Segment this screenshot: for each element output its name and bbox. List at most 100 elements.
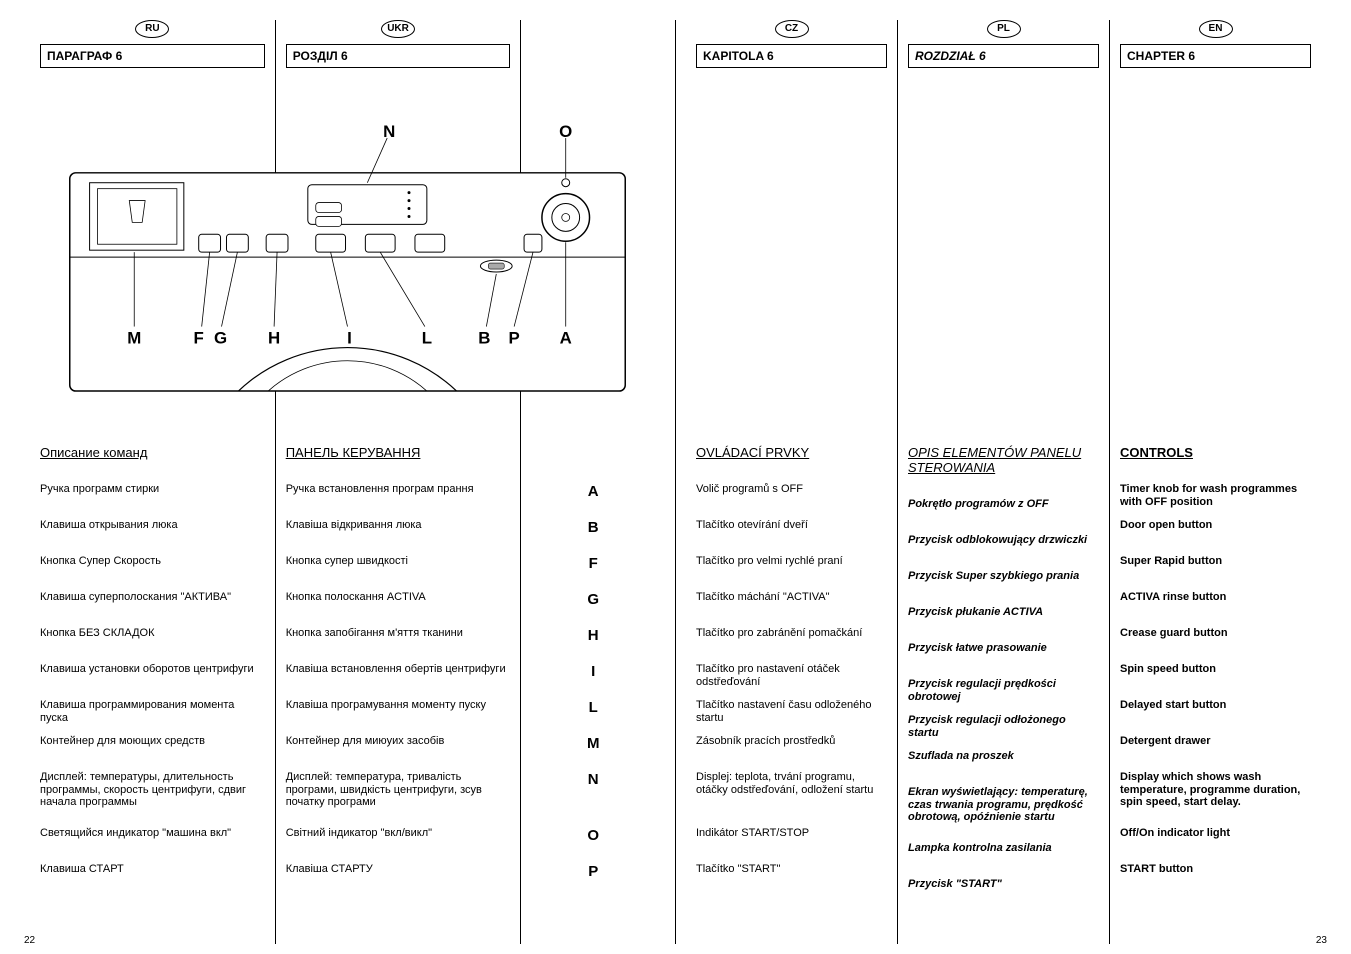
row-ru-L: Клавиша программирования момента пуска (40, 699, 265, 733)
diag-label-B: B (478, 328, 490, 347)
row-ukr-P: Клавіша СТАРТУ (286, 863, 511, 897)
letter-H: H (531, 627, 655, 661)
lang-badge-ru: RU (135, 20, 169, 38)
section-title-ru: Описание команд (40, 446, 265, 461)
row-ru-H: Кнопка БЕЗ СКЛАДОК (40, 627, 265, 661)
section-title-cz: OVLÁDACÍ PRVKY (696, 446, 887, 461)
lang-badge-ukr: UKR (381, 20, 415, 38)
chapter-ru: ПАРАГРАФ 6 (40, 44, 265, 68)
row-pl-H: Przycisk łatwe prasowanie (908, 642, 1099, 676)
row-ru-I: Клавиша установки оборотов центрифуги (40, 663, 265, 697)
row-ukr-A: Ручка встановлення програм прання (286, 483, 511, 517)
column-cz: CZ KAPITOLA 6 OVLÁDACÍ PRVKY Volič progr… (686, 20, 897, 944)
row-pl-I: Przycisk regulacji prędkości obrotowej (908, 678, 1099, 712)
row-pl-A: Pokrętło programów z OFF (908, 498, 1099, 532)
row-ukr-N: Дисплей: температура, тривалість програм… (286, 771, 511, 825)
row-pl-G: Przycisk płukanie ACTIVA (908, 606, 1099, 640)
diag-label-M: M (127, 328, 141, 347)
section-title-pl: OPIS ELEMENTÓW PANELU STEROWANIA (908, 446, 1099, 476)
row-cz-I: Tlačítko pro nastavení otáček odstřeďová… (696, 663, 887, 697)
row-ru-N: Дисплей: температуры, длительность прогр… (40, 771, 265, 825)
row-ukr-H: Кнопка запобігання м'яття тканини (286, 627, 511, 661)
row-en-N: Display which shows wash temperature, pr… (1120, 771, 1311, 825)
row-ru-M: Контейнер для моющих средств (40, 735, 265, 769)
section-title-en: CONTROLS (1120, 446, 1311, 461)
row-pl-B: Przycisk odblokowujący drzwiczki (908, 534, 1099, 568)
row-ru-B: Клавиша открывания люка (40, 519, 265, 553)
row-ukr-O: Світний індикатор "вкл/викл" (286, 827, 511, 861)
row-cz-F: Tlačítko pro velmi rychlé praní (696, 555, 887, 589)
row-ukr-F: Кнопка супер швидкості (286, 555, 511, 589)
row-cz-A: Volič programů s OFF (696, 483, 887, 517)
page-left: RU ПАРАГРАФ 6 Описание команд Ручка прог… (20, 20, 676, 944)
letter-O: O (531, 827, 655, 861)
diag-label-I: I (347, 328, 352, 347)
row-ukr-G: Кнопка полоскання ACTIVA (286, 591, 511, 625)
row-cz-G: Tlačítko máchání "ACTIVA" (696, 591, 887, 625)
row-ukr-L: Клавіша програмування моменту пуску (286, 699, 511, 733)
row-cz-N: Displej: teplota, trvání programu, otáčk… (696, 771, 887, 825)
row-ru-F: Кнопка Супер Скорость (40, 555, 265, 589)
chapter-pl: ROZDZIAŁ 6 (908, 44, 1099, 68)
letter-F: F (531, 555, 655, 589)
letter-G: G (531, 591, 655, 625)
row-en-G: ACTIVA rinse button (1120, 591, 1311, 625)
diag-label-L: L (422, 328, 432, 347)
row-pl-P: Przycisk "START" (908, 878, 1099, 912)
diag-label-G: G (214, 328, 227, 347)
row-ukr-B: Клавіша відкривання люка (286, 519, 511, 553)
row-cz-L: Tlačítko nastavení času odloženého start… (696, 699, 887, 733)
page-number-left: 22 (24, 935, 35, 946)
chapter-ukr: РОЗДІЛ 6 (286, 44, 511, 68)
row-en-L: Delayed start button (1120, 699, 1311, 733)
row-en-F: Super Rapid button (1120, 555, 1311, 589)
row-ru-O: Светящийся индикатор "машина вкл" (40, 827, 265, 861)
row-en-B: Door open button (1120, 519, 1311, 553)
row-cz-P: Tlačítko "START" (696, 863, 887, 897)
row-cz-O: Indikátor START/STOP (696, 827, 887, 861)
column-en: EN CHAPTER 6 CONTROLS Timer knob for was… (1109, 20, 1321, 944)
washer-panel-svg: M F G H I L B P A N O (40, 122, 655, 422)
lang-badge-pl: PL (987, 20, 1021, 38)
row-cz-H: Tlačítko pro zabránění pomačkání (696, 627, 887, 661)
diag-label-O: O (559, 122, 572, 141)
letter-A: A (531, 483, 655, 517)
page-number-right: 23 (1316, 935, 1327, 946)
chapter-cz: KAPITOLA 6 (696, 44, 887, 68)
column-pl: PL ROZDZIAŁ 6 OPIS ELEMENTÓW PANELU STER… (897, 20, 1109, 944)
row-cz-B: Tlačítko otevírání dveří (696, 519, 887, 553)
control-panel-diagram: M F G H I L B P A N O (40, 122, 655, 422)
letter-B: B (531, 519, 655, 553)
row-pl-N: Ekran wyświetlający: temperaturę, czas t… (908, 786, 1099, 840)
letter-P: P (531, 863, 655, 897)
row-ru-P: Клавиша СТАРТ (40, 863, 265, 897)
diag-label-N: N (383, 122, 395, 141)
letter-N: N (531, 771, 655, 825)
diag-label-H: H (268, 328, 280, 347)
row-ru-G: Клавиша суперполоскания "АКТИВА" (40, 591, 265, 625)
lang-badge-cz: CZ (775, 20, 809, 38)
row-pl-L: Przycisk regulacji odłożonego startu (908, 714, 1099, 748)
letter-I: I (531, 663, 655, 697)
page-right: CZ KAPITOLA 6 OVLÁDACÍ PRVKY Volič progr… (676, 20, 1331, 944)
diag-label-F: F (194, 328, 204, 347)
row-en-P: START button (1120, 863, 1311, 897)
section-title-ukr: ПАНЕЛЬ КЕРУВАННЯ (286, 446, 511, 461)
lang-badge-en: EN (1199, 20, 1233, 38)
row-cz-M: Zásobník pracích prostředků (696, 735, 887, 769)
row-ukr-M: Контейнер для миюуих засобів (286, 735, 511, 769)
diag-label-P: P (509, 328, 520, 347)
row-en-H: Crease guard button (1120, 627, 1311, 661)
row-pl-O: Lampka kontrolna zasilania (908, 842, 1099, 876)
diag-label-A: A (560, 328, 572, 347)
letter-L: L (531, 699, 655, 733)
row-pl-M: Szuflada na proszek (908, 750, 1099, 784)
row-en-I: Spin speed button (1120, 663, 1311, 697)
row-pl-F: Przycisk Super szybkiego prania (908, 570, 1099, 604)
row-en-M: Detergent drawer (1120, 735, 1311, 769)
row-en-A: Timer knob for wash programmes with OFF … (1120, 483, 1311, 517)
letter-M: M (531, 735, 655, 769)
row-ru-A: Ручка программ стирки (40, 483, 265, 517)
chapter-en: CHAPTER 6 (1120, 44, 1311, 68)
row-ukr-I: Клавіша встановлення обертів центрифуги (286, 663, 511, 697)
